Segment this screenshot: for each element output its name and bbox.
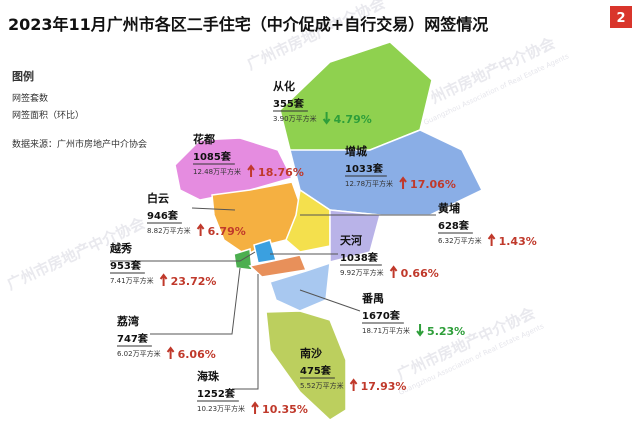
district-area: 7.41万平方米 [110,276,154,285]
arrow-up [487,233,496,246]
legend-heading: 图例 [12,69,34,83]
arrow-up [196,223,205,236]
leader-line [232,274,259,390]
district-units: 747套 [117,332,149,345]
district-change: 23.72% [171,275,217,288]
arrow-up [159,273,168,286]
map [174,41,484,421]
district-area: 12.48万平方米 [193,167,241,176]
watermark: 广州市房地产中介协会 [394,304,538,384]
badge-number: 2 [616,11,625,26]
arrow-up [349,378,358,391]
arrow-down [416,324,424,337]
leader-line [299,289,361,312]
district-change: 1.43% [499,235,537,248]
district-units: 1033套 [345,162,384,175]
district-name: 番禺 [361,291,384,305]
district-units: 1252套 [197,387,236,400]
district-name: 越秀 [109,241,132,255]
region-huadu [174,137,294,201]
district-area: 8.82万平方米 [147,226,191,235]
district-units: 475套 [300,364,332,377]
region-panyu [269,261,331,312]
district-change: 10.35% [262,403,308,416]
leader-line [150,267,241,335]
district-name: 增城 [345,144,367,158]
region-nansha [265,310,347,421]
leader-line [191,207,236,211]
arrow-up [251,401,259,414]
badge [610,6,632,28]
district-units: 946套 [147,209,179,222]
district-area: 9.92万平方米 [340,268,384,277]
district-area: 5.52万平方米 [300,381,344,390]
legend-units: 网签套数 [12,92,48,104]
district-name: 南沙 [300,346,322,360]
district-change: 17.93% [361,380,407,393]
district-name: 海珠 [197,369,220,383]
district-area: 12.78万平方米 [345,179,393,188]
district-name: 天河 [340,233,362,247]
arrow-up [166,346,175,359]
region-baiyun [211,181,303,256]
district-change: 5.23% [427,325,465,338]
district-units: 628套 [438,219,470,232]
district-change: 18.76% [258,166,304,179]
district-name: 从化 [273,79,295,93]
district-units: 1085套 [193,150,232,163]
arrow-up [399,176,407,189]
page-title: 2023年11月广州市各区二手住宅（中介促成+自行交易）网签情况 [8,15,488,34]
district-units: 1038套 [340,251,379,264]
legend-source: 数据来源：广州市房地产中介协会 [12,138,147,150]
district-name: 荔湾 [116,314,139,328]
district-units: 1670套 [362,309,401,322]
district-change: 6.06% [178,348,216,361]
arrow-down [322,112,331,125]
district-area: 3.90万平方米 [273,114,317,123]
legend-area: 网签面积（环比） [12,109,84,121]
district-name: 黄埔 [438,201,460,215]
district-change: 6.79% [208,225,246,238]
arrow-up [389,265,398,278]
district-change: 17.06% [410,178,456,191]
district-name: 花都 [193,132,215,146]
district-area: 10.23万平方米 [197,404,245,413]
arrow-up [247,164,255,177]
district-change: 4.79% [334,113,372,126]
leader-line [110,251,256,262]
district-units: 355套 [273,97,305,110]
district-area: 6.02万平方米 [117,349,161,358]
district-area: 18.71万平方米 [362,326,410,335]
district-area: 6.32万平方米 [438,236,482,245]
region-tianhe [329,209,381,263]
district-name: 白云 [147,191,169,205]
district-change: 0.66% [401,267,439,280]
district-units: 953套 [110,259,142,272]
region-haizhu [248,254,308,278]
